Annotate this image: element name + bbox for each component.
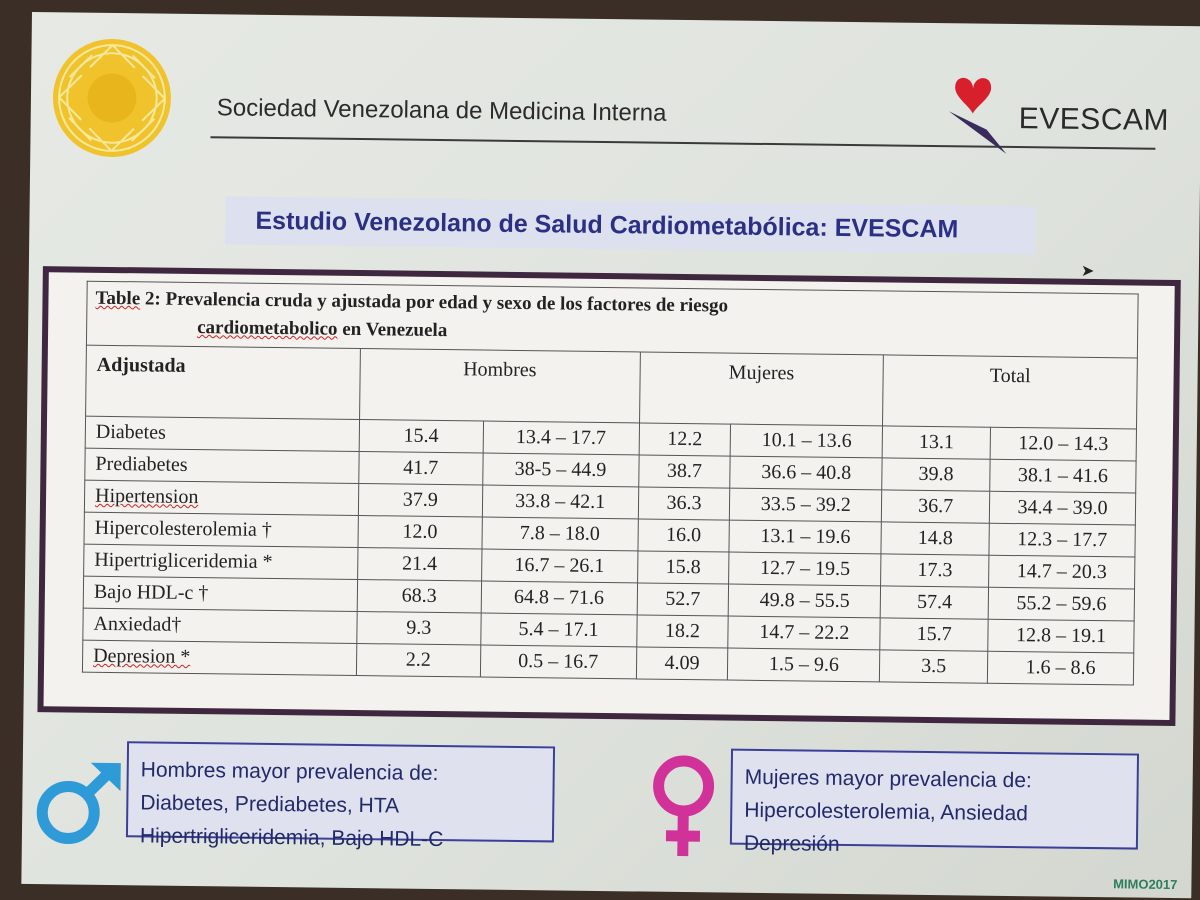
mujeres-ci: 14.7 – 22.2: [728, 616, 881, 650]
total-ci: 1.6 – 8.6: [987, 651, 1134, 686]
women-box-line-1: Mujeres mayor prevalencia de:: [744, 765, 1032, 793]
mujeres-value: 12.2: [638, 422, 731, 457]
row-label: Hipercolesterolemia †: [84, 512, 359, 548]
male-symbol-icon: [36, 762, 121, 845]
mujeres-value: 36.3: [637, 486, 731, 521]
hombres-value: 15.4: [358, 419, 484, 454]
row-label: Diabetes: [85, 416, 360, 452]
total-value: 39.8: [881, 457, 991, 492]
row-label: Anxiedad†: [82, 608, 358, 644]
total-value: 13.1: [882, 425, 991, 460]
hombres-ci: 13.4 – 17.7: [482, 421, 640, 455]
header-mujeres: Mujeres: [639, 351, 884, 426]
table-caption-title: 2: Prevalencia cruda y ajustada por edad…: [140, 288, 729, 317]
row-label: Bajo HDL-c †: [83, 576, 358, 612]
sun-logo-icon: [52, 39, 171, 157]
evescam-logo-text: EVESCAM: [1018, 102, 1170, 137]
total-ci: 14.7 – 20.3: [988, 555, 1135, 590]
women-prevalence-box: Mujeres mayor prevalencia de: Hipercoles…: [729, 748, 1140, 856]
prevalence-table: Adjustada Hombres Mujeres Total Diabetes…: [82, 345, 1138, 686]
mujeres-ci: 10.1 – 13.6: [730, 424, 883, 458]
table-caption-end: en Venezuela: [337, 318, 448, 342]
hombres-ci: 33.8 – 42.1: [482, 485, 639, 519]
table-caption-keyword: cardiometabolico: [197, 317, 338, 340]
women-box-line-3: Depresión: [743, 831, 840, 856]
hombres-value: 9.3: [356, 611, 481, 646]
table-caption-line-1: Table 2: Prevalencia cruda y ajustada po…: [95, 288, 728, 318]
hombres-value: 41.7: [358, 451, 483, 486]
table-caption-prefix: Table: [95, 287, 141, 310]
total-ci: 55.2 – 59.6: [988, 587, 1135, 622]
hombres-value: 21.4: [357, 547, 482, 582]
mujeres-ci: 1.5 – 9.6: [727, 648, 881, 682]
prevalence-table-frame: Table 2: Prevalencia cruda y ajustada po…: [37, 266, 1181, 727]
mujeres-ci: 13.1 – 19.6: [729, 520, 882, 554]
mujeres-value: 16.0: [637, 518, 730, 553]
mujeres-value: 38.7: [638, 454, 731, 489]
mujeres-value: 52.7: [636, 582, 729, 617]
total-ci: 12.0 – 14.3: [990, 427, 1137, 462]
society-name: Sociedad Venezolana de Medicina Interna: [216, 94, 667, 127]
total-ci: 12.8 – 19.1: [987, 619, 1135, 654]
total-ci: 12.3 – 17.7: [989, 523, 1136, 558]
men-box-line-3: Hipertrigliceridemia, Bajo HDL-C: [139, 824, 444, 852]
mujeres-value: 4.09: [635, 646, 729, 681]
hombres-ci: 7.8 – 18.0: [481, 517, 638, 551]
hombres-value: 2.2: [356, 643, 481, 678]
hombres-ci: 5.4 – 17.1: [480, 613, 637, 647]
hombres-ci: 38-5 – 44.9: [482, 453, 639, 487]
hombres-ci: 16.7 – 26.1: [481, 549, 638, 583]
row-label-text: Hipertension: [94, 484, 199, 509]
row-label: Hipertension: [84, 480, 359, 516]
men-prevalence-box: Hombres mayor prevalencia de: Diabetes, …: [125, 741, 556, 851]
total-value: 57.4: [880, 585, 989, 620]
evescam-heart-logo-icon: [948, 77, 1007, 154]
hombres-value: 68.3: [357, 579, 482, 614]
hombres-ci: 64.8 – 71.6: [480, 581, 638, 615]
hombres-value: 12.0: [357, 515, 483, 550]
female-symbol-icon: [653, 755, 715, 857]
total-value: 15.7: [880, 617, 989, 652]
men-box-line-1: Hombres mayor prevalencia de:: [140, 758, 439, 786]
total-value: 3.5: [879, 649, 988, 684]
mujeres-ci: 12.7 – 19.5: [728, 552, 882, 586]
men-box-line-2: Diabetes, Prediabetes, HTA: [140, 791, 400, 818]
mujeres-ci: 36.6 – 40.8: [730, 456, 883, 490]
row-label: Depresion *: [82, 640, 357, 676]
row-label-text: Depresion *: [93, 644, 191, 668]
mujeres-value: 18.2: [636, 614, 729, 649]
mujeres-ci: 49.8 – 55.5: [728, 584, 881, 618]
total-ci: 38.1 – 41.6: [989, 459, 1137, 494]
mouse-cursor-icon: ➤: [1080, 260, 1095, 280]
total-ci: 34.4 – 39.0: [989, 491, 1136, 526]
table-caption-line-2: cardiometabolico en Venezuela: [197, 317, 447, 342]
table-header-row: Adjustada Hombres Mujeres Total: [85, 345, 1138, 430]
mujeres-ci: 33.5 – 39.2: [729, 488, 882, 522]
mujeres-value: 15.8: [637, 550, 730, 585]
footer-watermark: MIMO2017: [1113, 876, 1178, 893]
header-adjustada: Adjustada: [85, 345, 361, 420]
total-value: 14.8: [881, 521, 990, 556]
row-label: Hipertrigliceridemia *: [83, 544, 358, 580]
women-box-line-2: Hipercolesterolemia, Ansiedad: [744, 798, 1029, 826]
hombres-value: 37.9: [358, 483, 483, 518]
hombres-ci: 0.5 – 16.7: [480, 645, 637, 679]
row-label: Prediabetes: [84, 448, 359, 484]
header-hombres: Hombres: [359, 348, 640, 423]
total-value: 17.3: [880, 553, 990, 588]
study-title: Estudio Venezolano de Salud Cardiometabó…: [225, 196, 1036, 255]
slide: Sociedad Venezolana de Medicina Interna …: [21, 12, 1200, 899]
header-total: Total: [882, 354, 1138, 430]
total-value: 36.7: [881, 489, 990, 524]
